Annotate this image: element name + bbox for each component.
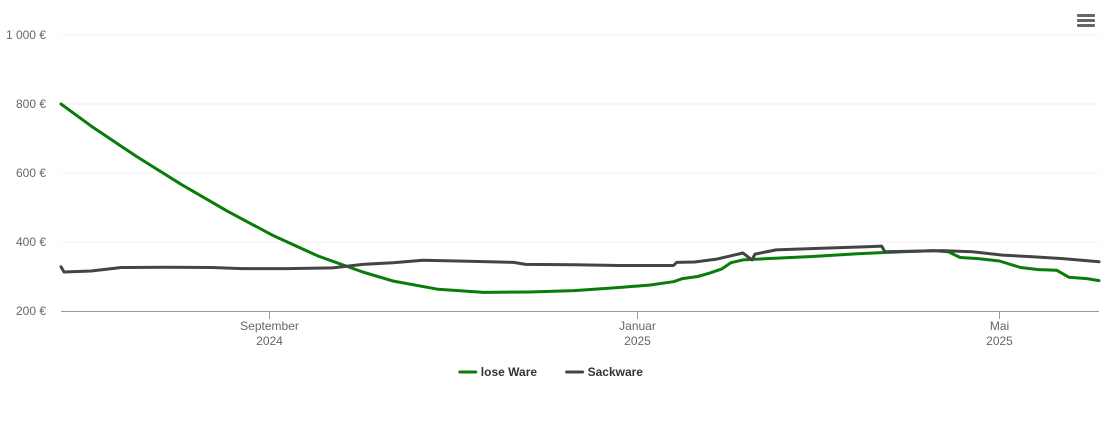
y-tick-label: 1 000 €: [6, 28, 46, 42]
series-layer: [59, 102, 1101, 294]
menu-bar-2: [1077, 19, 1095, 22]
series-line-lose-ware[interactable]: [59, 102, 1101, 294]
legend-item-sackware[interactable]: Sackware: [565, 365, 644, 379]
y-tick-label: 600 €: [16, 166, 46, 180]
x-tick-label-month: September: [240, 319, 299, 333]
axis-layer: 200 € 400 € 600 € 800 € 1 000 € September2024…: [6, 28, 1099, 348]
menu-bar-3: [1077, 24, 1095, 27]
legend-label: Sackware: [588, 365, 644, 379]
legend: lose Ware Sackware: [458, 365, 644, 379]
x-tick-label-month: Mai: [990, 319, 1009, 333]
menu-bar-1: [1077, 14, 1095, 17]
grid-layer: [61, 34, 1099, 243]
x-tick-label-year: 2025: [624, 334, 651, 348]
x-tick-label-month: Januar: [619, 319, 656, 333]
series-line-sackware[interactable]: [59, 244, 1101, 274]
x-tick-label-year: 2025: [986, 334, 1013, 348]
y-tick-label: 400 €: [16, 235, 46, 249]
y-tick-label: 200 €: [16, 304, 46, 318]
hamburger-menu-icon[interactable]: [1074, 12, 1098, 32]
x-tick-label-year: 2024: [256, 334, 283, 348]
y-tick-label: 800 €: [16, 97, 46, 111]
legend-item-lose-ware[interactable]: lose Ware: [458, 365, 538, 379]
legend-label: lose Ware: [481, 365, 538, 379]
